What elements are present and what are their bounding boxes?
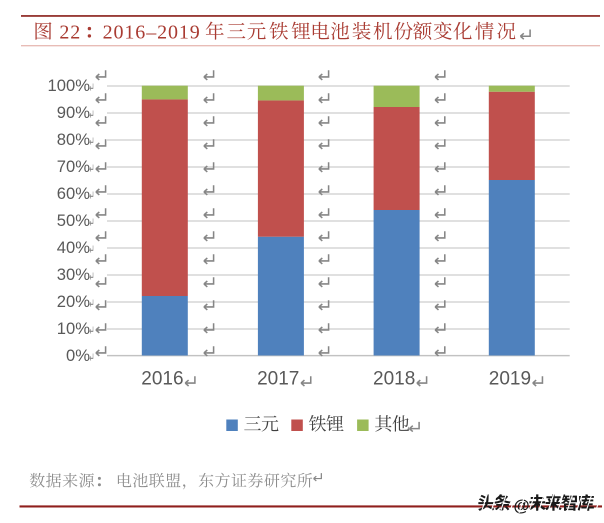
svg-text:40%: 40% (57, 238, 90, 257)
svg-text:2017: 2017 (257, 369, 299, 390)
svg-text:2019: 2019 (489, 369, 531, 390)
svg-text:2016–2019: 2016–2019 (103, 22, 201, 44)
svg-text:50%: 50% (57, 211, 90, 230)
svg-text:100%: 100% (48, 76, 91, 95)
svg-text:70%: 70% (57, 157, 90, 176)
svg-text:80%: 80% (57, 130, 90, 149)
svg-text:20%: 20% (57, 292, 90, 311)
svg-text:30%: 30% (57, 265, 90, 284)
svg-text:2018: 2018 (373, 369, 415, 390)
svg-text:2016: 2016 (141, 369, 183, 390)
svg-text:0%: 0% (66, 346, 90, 365)
svg-text:90%: 90% (57, 103, 90, 122)
svg-text:10%: 10% (57, 319, 90, 338)
svg-text:22: 22 (59, 22, 81, 44)
svg-text:60%: 60% (57, 184, 90, 203)
